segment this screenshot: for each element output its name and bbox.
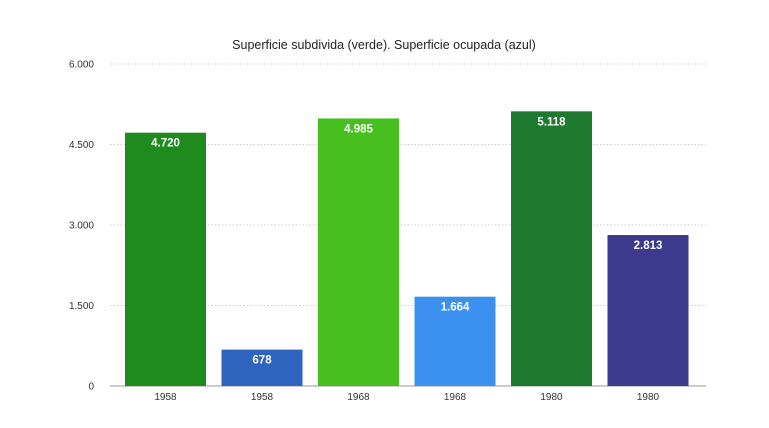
bars: 4.720 678 4.985 1.664 5.118 2.813 <box>125 111 689 387</box>
bar <box>414 296 496 386</box>
bar-value-label: 4.720 <box>151 138 180 150</box>
x-tick-label: 1980 <box>637 392 660 403</box>
x-tick-label: 1958 <box>154 392 177 403</box>
x-tick-label: 1958 <box>251 392 274 403</box>
bar <box>511 111 592 387</box>
x-axis-ticks: 1958 1958 1968 1968 1980 1980 <box>154 392 659 403</box>
y-tick-label: 1.500 <box>69 301 94 312</box>
y-tick-label: 3.000 <box>69 221 94 232</box>
y-tick-label: 0 <box>88 382 94 393</box>
bar <box>318 118 399 386</box>
bar <box>607 235 689 386</box>
bar <box>125 132 206 386</box>
y-tick-label: 6.000 <box>69 60 94 71</box>
bar <box>221 349 303 386</box>
y-tick-label: 4.500 <box>69 140 94 151</box>
bar-value-label: 1.664 <box>441 302 470 314</box>
gridlines <box>110 63 706 387</box>
bar-value-label: 5.118 <box>537 116 566 128</box>
bar-value-label: 2.813 <box>634 240 663 252</box>
y-axis-ticks: 0 1.500 3.000 4.500 6.000 <box>69 60 94 393</box>
bar-value-label: 678 <box>252 355 272 367</box>
chart-title: Superficie subdivida (verde). Superficie… <box>232 38 536 52</box>
bar-value-label: 4.985 <box>344 123 373 135</box>
x-tick-label: 1968 <box>444 392 467 403</box>
x-tick-label: 1980 <box>540 392 563 403</box>
x-tick-label: 1968 <box>347 392 370 403</box>
